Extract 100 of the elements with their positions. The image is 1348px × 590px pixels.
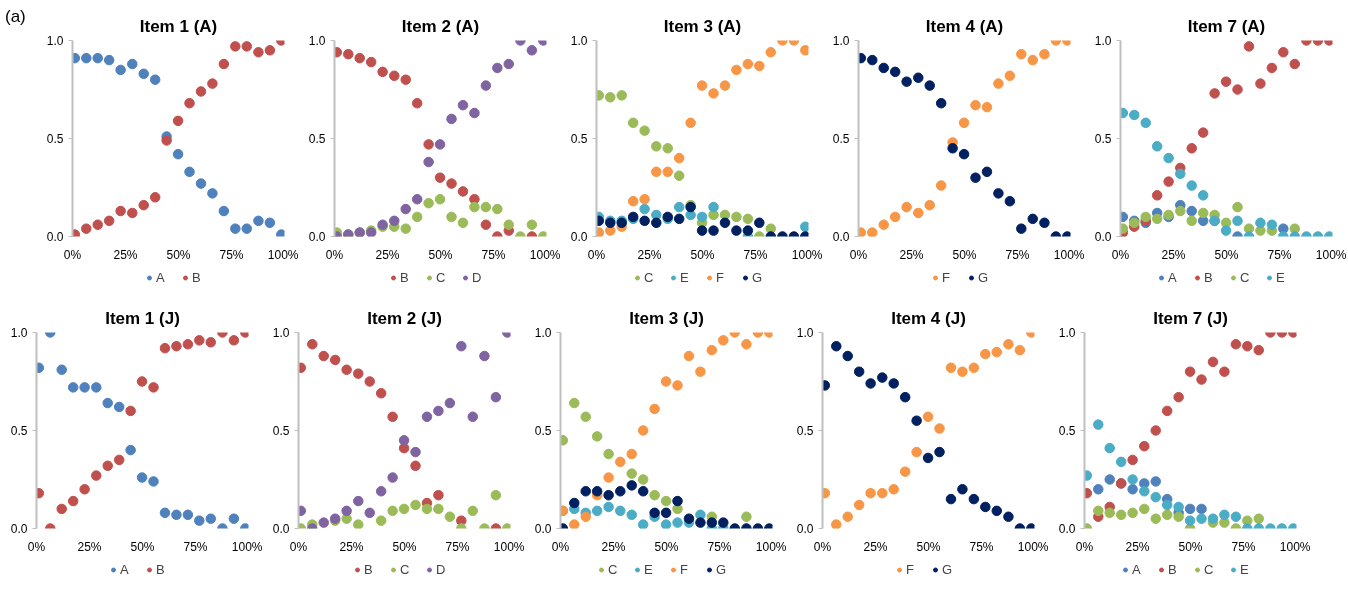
- x-tick-label: 100%: [267, 247, 299, 262]
- x-tick-label: 75%: [1267, 247, 1292, 262]
- x-tick-label: 25%: [113, 247, 138, 262]
- legend-label: C: [644, 269, 655, 285]
- x-tick-label: 0%: [587, 247, 606, 262]
- chart-title: Item 7 (J): [1153, 308, 1228, 328]
- x-tick-label: 75%: [707, 539, 732, 554]
- x-tick-label: 25%: [1161, 247, 1186, 262]
- y-tick-label: 0.5: [796, 424, 814, 438]
- y-tick-label: 0.0: [832, 230, 850, 244]
- x-tick-label: 0%: [813, 539, 832, 554]
- x-tick-label: 0%: [1075, 539, 1094, 554]
- legend-label: C: [608, 561, 619, 577]
- y-tick-label: 1.0: [1094, 34, 1112, 48]
- legend-label: D: [436, 561, 447, 577]
- x-tick-label: 100%: [529, 247, 561, 262]
- x-tick-label: 0%: [325, 247, 344, 262]
- chart-title: Item 2 (J): [367, 308, 442, 328]
- legend-label: G: [716, 561, 728, 577]
- legend-label: A: [120, 561, 130, 577]
- x-tick-label: 50%: [1178, 539, 1203, 554]
- y-tick-label: 0.0: [1058, 522, 1076, 536]
- y-tick-label: 1.0: [272, 326, 290, 340]
- y-tick-label: 0.0: [570, 230, 588, 244]
- legend-label: B: [364, 561, 374, 577]
- x-tick-label: 50%: [428, 247, 453, 262]
- x-tick-label: 50%: [690, 247, 715, 262]
- legend-label: F: [906, 561, 915, 577]
- x-tick-label: 100%: [1053, 247, 1085, 262]
- y-tick-label: 0.5: [272, 424, 290, 438]
- chart-title: Item 4 (A): [925, 16, 1004, 36]
- y-tick-label: 0.0: [10, 522, 28, 536]
- legend-label: A: [156, 269, 166, 285]
- chart-title: Item 3 (A): [663, 16, 742, 36]
- x-tick-label: 75%: [219, 247, 244, 262]
- x-tick-label: 0%: [551, 539, 570, 554]
- x-tick-label: 100%: [755, 539, 787, 554]
- legend-label: E: [680, 269, 690, 285]
- chart-title: Item 3 (J): [629, 308, 704, 328]
- chart-title: Item 1 (A): [139, 16, 218, 36]
- y-tick-label: 0.5: [46, 132, 64, 146]
- x-tick-label: 25%: [863, 539, 888, 554]
- y-tick-label: 1.0: [570, 34, 588, 48]
- legend-label: A: [1168, 269, 1178, 285]
- x-tick-label: 75%: [1005, 247, 1030, 262]
- legend-label: D: [472, 269, 483, 285]
- x-tick-label: 50%: [392, 539, 417, 554]
- x-tick-label: 100%: [493, 539, 525, 554]
- x-tick-label: 100%: [791, 247, 823, 262]
- x-tick-label: 50%: [1214, 247, 1239, 262]
- chart-title: Item 2 (A): [401, 16, 480, 36]
- legend-label: E: [1240, 561, 1250, 577]
- x-tick-label: 75%: [481, 247, 506, 262]
- legend-label: B: [1204, 269, 1214, 285]
- x-tick-label: 25%: [375, 247, 400, 262]
- x-tick-label: 100%: [1017, 539, 1049, 554]
- y-tick-label: 0.0: [46, 230, 64, 244]
- x-tick-label: 100%: [231, 539, 263, 554]
- y-tick-label: 0.5: [832, 132, 850, 146]
- legend-label: F: [716, 269, 725, 285]
- x-tick-label: 25%: [1125, 539, 1150, 554]
- x-tick-label: 75%: [445, 539, 470, 554]
- chart-title: Item 7 (A): [1187, 16, 1266, 36]
- chart-title: Item 1 (J): [105, 308, 180, 328]
- x-tick-label: 25%: [339, 539, 364, 554]
- legend-label: B: [400, 269, 410, 285]
- legend-label: E: [1276, 269, 1286, 285]
- legend-label: G: [942, 561, 954, 577]
- legend-label: G: [752, 269, 764, 285]
- y-tick-label: 0.5: [534, 424, 552, 438]
- x-tick-label: 0%: [289, 539, 308, 554]
- y-tick-label: 0.0: [534, 522, 552, 536]
- x-tick-label: 25%: [637, 247, 662, 262]
- y-tick-label: 1.0: [1058, 326, 1076, 340]
- x-tick-label: 0%: [63, 247, 82, 262]
- y-tick-label: 0.0: [272, 522, 290, 536]
- x-tick-label: 25%: [899, 247, 924, 262]
- legend-label: B: [192, 269, 202, 285]
- legend-label: E: [644, 561, 654, 577]
- legend-label: C: [1204, 561, 1215, 577]
- legend-label: B: [156, 561, 166, 577]
- x-tick-label: 100%: [1315, 247, 1347, 262]
- x-tick-label: 50%: [654, 539, 679, 554]
- y-tick-label: 0.0: [1094, 230, 1112, 244]
- x-tick-label: 75%: [183, 539, 208, 554]
- y-tick-label: 1.0: [10, 326, 28, 340]
- x-tick-label: 0%: [27, 539, 46, 554]
- x-tick-label: 50%: [130, 539, 155, 554]
- y-tick-label: 0.5: [308, 132, 326, 146]
- y-tick-label: 1.0: [46, 34, 64, 48]
- legend-label: G: [978, 269, 990, 285]
- y-tick-label: 0.5: [1058, 424, 1076, 438]
- y-tick-label: 1.0: [796, 326, 814, 340]
- text: (a): [5, 6, 26, 28]
- legend-label: C: [1240, 269, 1251, 285]
- legend-label: A: [1132, 561, 1142, 577]
- x-tick-label: 75%: [1231, 539, 1256, 554]
- y-tick-label: 0.5: [1094, 132, 1112, 146]
- x-tick-label: 25%: [601, 539, 626, 554]
- y-tick-label: 0.5: [10, 424, 28, 438]
